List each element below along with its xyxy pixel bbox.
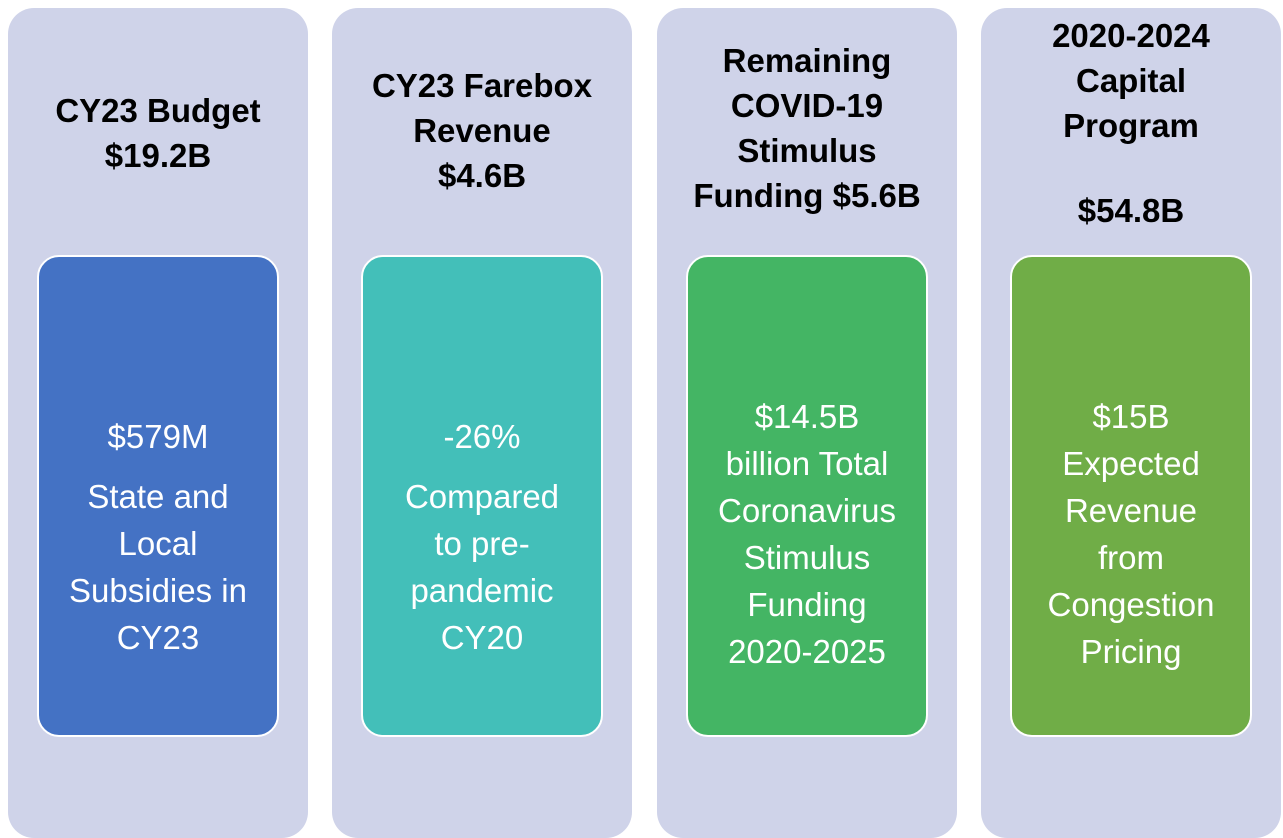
card-title: Program — [1063, 107, 1199, 144]
card-title: Funding $5.6B — [693, 177, 921, 214]
stat-text: Stimulus — [743, 539, 871, 576]
stat-text: Revenue — [1064, 492, 1198, 529]
card-title: $19.2B — [104, 137, 212, 174]
card: CY23 Farebox Revenue $4.6B -26% Compared to p… — [332, 8, 632, 838]
card-amount: $54.8B — [1077, 192, 1185, 229]
card: Remaining COVID-19 Stimulus Funding $5.6B $1… — [657, 8, 957, 838]
stat-text: Pricing — [1080, 633, 1182, 670]
stat-box: $14.5B billion Total Coronavirus Stimulus Fu… — [686, 255, 928, 737]
stat-text: State and — [87, 478, 229, 515]
stat-text: CY23 — [116, 619, 200, 656]
stat-text: pandemic — [410, 572, 554, 609]
stat-box: $15B Expected Revenue from Congestion Pricing — [1010, 255, 1252, 737]
card-title: CY23 Budget — [55, 92, 261, 129]
stat-box: -26% Compared to pre-pandemic CY20 — [361, 255, 603, 737]
stat-figure: $579M — [107, 418, 209, 455]
stat-box: $579M State and Local Subsidies in CY23 — [37, 255, 279, 737]
stat-text: 2020-2025 — [728, 633, 886, 670]
stat-text: Funding — [747, 586, 867, 623]
stat-text: to pre- — [434, 525, 530, 562]
card-title: Remaining — [722, 42, 892, 79]
card-title: Stimulus — [737, 132, 877, 169]
stat-figure: $15B — [1092, 398, 1170, 435]
stat-text: Expected — [1062, 445, 1200, 482]
card-title: Revenue — [413, 112, 551, 149]
stat-text: Congestion — [1047, 586, 1215, 623]
stat-text: CY20 — [440, 619, 524, 656]
stat-text: billion Total — [725, 445, 889, 482]
stat-text: Subsidies in — [69, 572, 247, 609]
stat-text: Compared — [404, 478, 560, 515]
card: CY23 Budget $19.2B $579M State and Local Subs… — [8, 8, 308, 838]
card-title: Capital — [1075, 62, 1187, 99]
stat-figure: -26% — [443, 418, 521, 455]
stat-text: from — [1098, 539, 1164, 576]
card: 2020-2024 Capital Program $54.8B $15B Expecte… — [981, 8, 1281, 838]
stat-text: Local — [118, 525, 198, 562]
stat-figure: $14.5B — [754, 398, 860, 435]
card-title: CY23 Farebox — [371, 67, 593, 104]
stat-text: Coronavirus — [718, 492, 896, 529]
card-title: COVID-19 — [730, 87, 884, 124]
card-title: $4.6B — [437, 157, 527, 194]
card-title: 2020-2024 — [1052, 17, 1210, 54]
